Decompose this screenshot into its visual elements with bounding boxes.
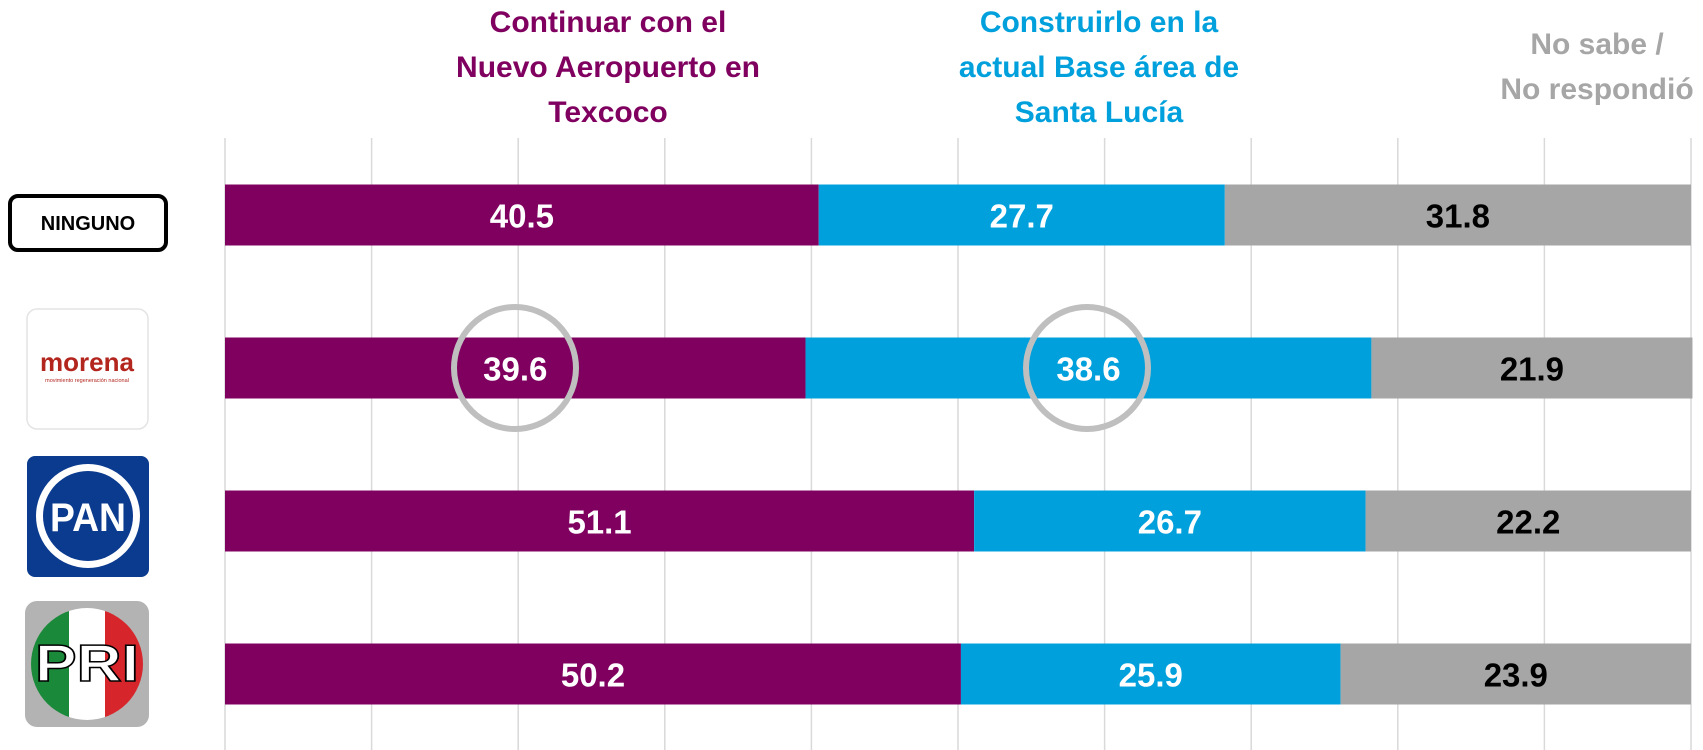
bar-segment: [1371, 337, 1693, 399]
category-label: PAN: [50, 496, 126, 540]
series-header: No sabe / No respondió: [1500, 28, 1694, 106]
value-label: 38.6: [1056, 351, 1120, 388]
value-label: 21.9: [1500, 351, 1564, 388]
category-label: morena: [40, 347, 134, 377]
bar-segment: [1365, 490, 1691, 552]
highlight-circle: [451, 304, 579, 432]
bar-segment: [225, 643, 961, 705]
series-header: Continuar con el Nuevo Aeropuerto en Tex…: [456, 5, 760, 129]
pan-inner: [43, 471, 133, 561]
bar-segment: [805, 337, 1372, 399]
bar-segment: [225, 337, 806, 399]
bars: 40.5 27.7 31.8 39.6 38.6 21.9 51.1 26.7 22.2 50.2…: [225, 184, 1693, 705]
bar-segment: [1224, 184, 1691, 246]
category-label: PRI: [35, 635, 139, 693]
value-label: 51.1: [567, 504, 631, 541]
value-label: 25.9: [1119, 657, 1183, 694]
category-subtitle: movimiento regeneración nacional: [45, 378, 129, 384]
ninguno-box: [8, 194, 168, 252]
morena-logo: [26, 308, 149, 430]
value-label: 26.7: [1138, 504, 1202, 541]
series-header: Construirlo en la actual Base área de Sa…: [958, 5, 1240, 129]
value-label: 22.2: [1496, 504, 1560, 541]
bar-segment: [1340, 643, 1691, 705]
bar-segment: [225, 184, 819, 246]
value-label: 27.7: [990, 198, 1054, 235]
value-label: 50.2: [561, 657, 625, 694]
bar-segment: [960, 643, 1341, 705]
pri-white: [69, 608, 105, 720]
bar-segment: [974, 490, 1366, 552]
value-label: 39.6: [483, 351, 547, 388]
value-label: 40.5: [490, 198, 554, 235]
value-label: 23.9: [1484, 657, 1548, 694]
category-label: NINGUNO: [41, 213, 135, 235]
bar-segment: [818, 184, 1225, 246]
highlight-circle: [1023, 304, 1151, 432]
value-label: 31.8: [1426, 198, 1490, 235]
bar-segment: [225, 490, 975, 552]
